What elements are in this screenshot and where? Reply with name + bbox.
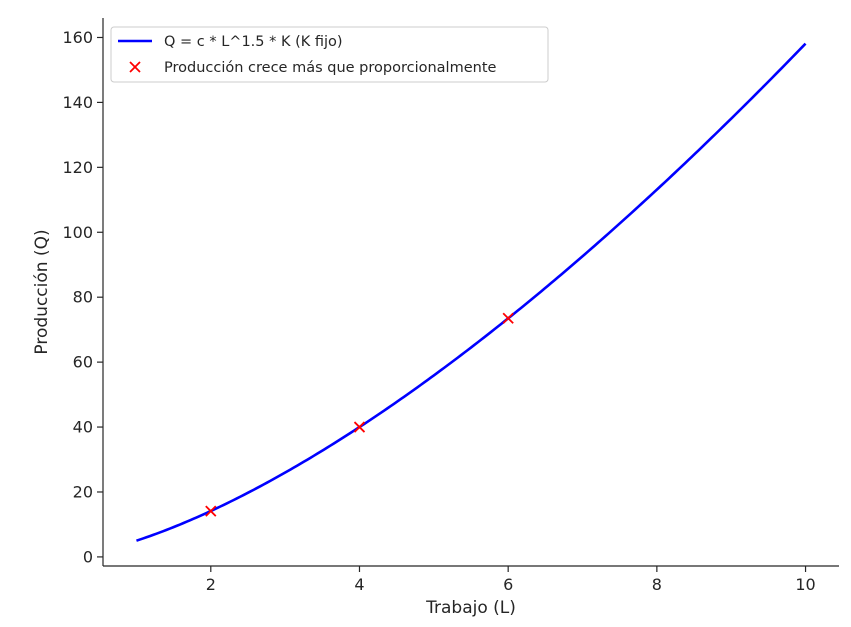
scatter-point: [502, 312, 514, 324]
scatter-point-stroke-b: [502, 312, 514, 324]
x-tick-label: 4: [354, 575, 364, 594]
x-tick-label: 10: [795, 575, 815, 594]
y-tick-label: 140: [62, 93, 93, 112]
x-ticks: 2 4 6 8 10: [206, 566, 816, 594]
axes: [102, 18, 839, 567]
scatter-point-stroke-b: [353, 421, 366, 433]
legend-box: [110, 26, 549, 83]
x-tick-label: 6: [503, 575, 513, 594]
scatter-point: [353, 421, 366, 433]
x-tick-label: 8: [652, 575, 662, 594]
y-tick-label: 160: [62, 28, 93, 47]
y-tick-label: 60: [73, 353, 93, 372]
y-ticks: 0 20 40 60 80 100 120 140 160: [62, 28, 103, 566]
legend-label-marker: Producción crece más que proporcionalmen…: [164, 60, 497, 76]
series-line-production-curve: [136, 42, 807, 542]
series-markers-scatter: [205, 312, 514, 517]
y-tick-label: 100: [62, 223, 93, 242]
y-tick-label: 80: [73, 288, 93, 307]
y-axis-label: Producción (Q): [32, 229, 52, 354]
legend-swatch-marker: [129, 61, 141, 73]
x-tick-label: 2: [206, 575, 216, 594]
legend: Q = c * L^1.5 * K (K fijo) Producción cr…: [110, 26, 549, 83]
y-tick-label: 40: [73, 418, 93, 437]
y-tick-label: 0: [83, 547, 93, 566]
legend-marker-stroke-b: [129, 61, 141, 73]
y-tick-label: 20: [73, 482, 93, 501]
plot-area: [136, 42, 807, 542]
scatter-point: [205, 505, 217, 517]
y-tick-label: 120: [62, 158, 93, 177]
x-axis-label: Trabajo (L): [425, 598, 516, 618]
legend-label-line: Q = c * L^1.5 * K (K fijo): [164, 34, 343, 50]
legend-marker: [129, 61, 141, 73]
scatter-point-stroke-b: [205, 505, 217, 517]
